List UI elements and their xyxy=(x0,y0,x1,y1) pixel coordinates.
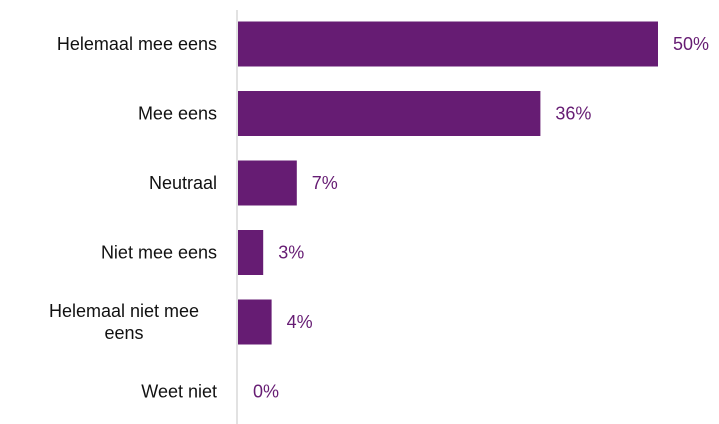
bar-value-label: 4% xyxy=(287,312,313,332)
category-label: Mee eens xyxy=(138,104,217,124)
category-label: Niet mee eens xyxy=(101,243,217,263)
bar xyxy=(238,91,541,136)
bar xyxy=(238,230,264,275)
bars-group xyxy=(238,21,658,345)
bar xyxy=(238,160,297,206)
bar xyxy=(238,299,272,345)
bar-value-label: 0% xyxy=(253,382,279,402)
bar xyxy=(238,21,658,67)
category-label: Helemaal mee eens xyxy=(57,34,217,54)
bar-value-label: 36% xyxy=(555,104,591,124)
category-label: Neutraal xyxy=(149,173,217,193)
bar-value-label: 7% xyxy=(312,173,338,193)
bar-value-label: 3% xyxy=(278,243,304,263)
value-labels-group: 50% 36% 7% 3% 4% 0% xyxy=(253,34,709,402)
category-label: Helemaal niet mee eens xyxy=(49,301,199,343)
bar-value-label: 50% xyxy=(673,34,709,54)
category-labels-group: Helemaal mee eens Mee eens Neutraal Niet me… xyxy=(49,34,217,402)
category-label: Weet niet xyxy=(141,382,217,402)
